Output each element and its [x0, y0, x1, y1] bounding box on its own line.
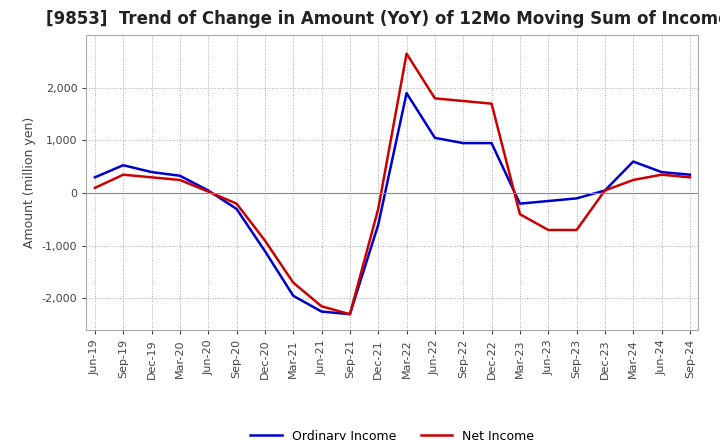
Ordinary Income: [685, 172, 694, 177]
Ordinary Income: [544, 198, 552, 204]
Net Income: [289, 280, 297, 285]
Ordinary Income: [204, 188, 212, 193]
Ordinary Income: [374, 222, 382, 227]
Ordinary Income: [629, 159, 637, 164]
Net Income: [346, 312, 354, 317]
Ordinary Income: [318, 309, 326, 314]
Net Income: [544, 227, 552, 233]
Net Income: [516, 212, 524, 217]
Net Income: [374, 206, 382, 212]
Ordinary Income: [233, 206, 241, 212]
Net Income: [459, 99, 467, 104]
Net Income: [176, 177, 184, 183]
Net Income: [402, 51, 411, 56]
Ordinary Income: [431, 135, 439, 140]
Ordinary Income: [402, 91, 411, 96]
Net Income: [119, 172, 127, 177]
Y-axis label: Amount (million yen): Amount (million yen): [23, 117, 36, 248]
Title: [9853]  Trend of Change in Amount (YoY) of 12Mo Moving Sum of Incomes: [9853] Trend of Change in Amount (YoY) o…: [45, 10, 720, 28]
Net Income: [204, 189, 212, 194]
Ordinary Income: [148, 169, 156, 175]
Ordinary Income: [657, 169, 666, 175]
Net Income: [233, 201, 241, 206]
Line: Net Income: Net Income: [95, 54, 690, 314]
Net Income: [318, 304, 326, 309]
Ordinary Income: [487, 140, 496, 146]
Net Income: [431, 96, 439, 101]
Net Income: [657, 172, 666, 177]
Ordinary Income: [91, 175, 99, 180]
Ordinary Income: [600, 188, 609, 193]
Legend: Ordinary Income, Net Income: Ordinary Income, Net Income: [246, 425, 539, 440]
Net Income: [600, 188, 609, 193]
Ordinary Income: [261, 249, 269, 254]
Line: Ordinary Income: Ordinary Income: [95, 93, 690, 314]
Net Income: [572, 227, 581, 233]
Ordinary Income: [289, 293, 297, 298]
Ordinary Income: [572, 196, 581, 201]
Ordinary Income: [459, 140, 467, 146]
Net Income: [487, 101, 496, 106]
Ordinary Income: [346, 312, 354, 317]
Ordinary Income: [176, 173, 184, 178]
Ordinary Income: [119, 163, 127, 168]
Net Income: [91, 185, 99, 191]
Net Income: [629, 177, 637, 183]
Net Income: [261, 238, 269, 243]
Net Income: [685, 175, 694, 180]
Net Income: [148, 175, 156, 180]
Ordinary Income: [516, 201, 524, 206]
